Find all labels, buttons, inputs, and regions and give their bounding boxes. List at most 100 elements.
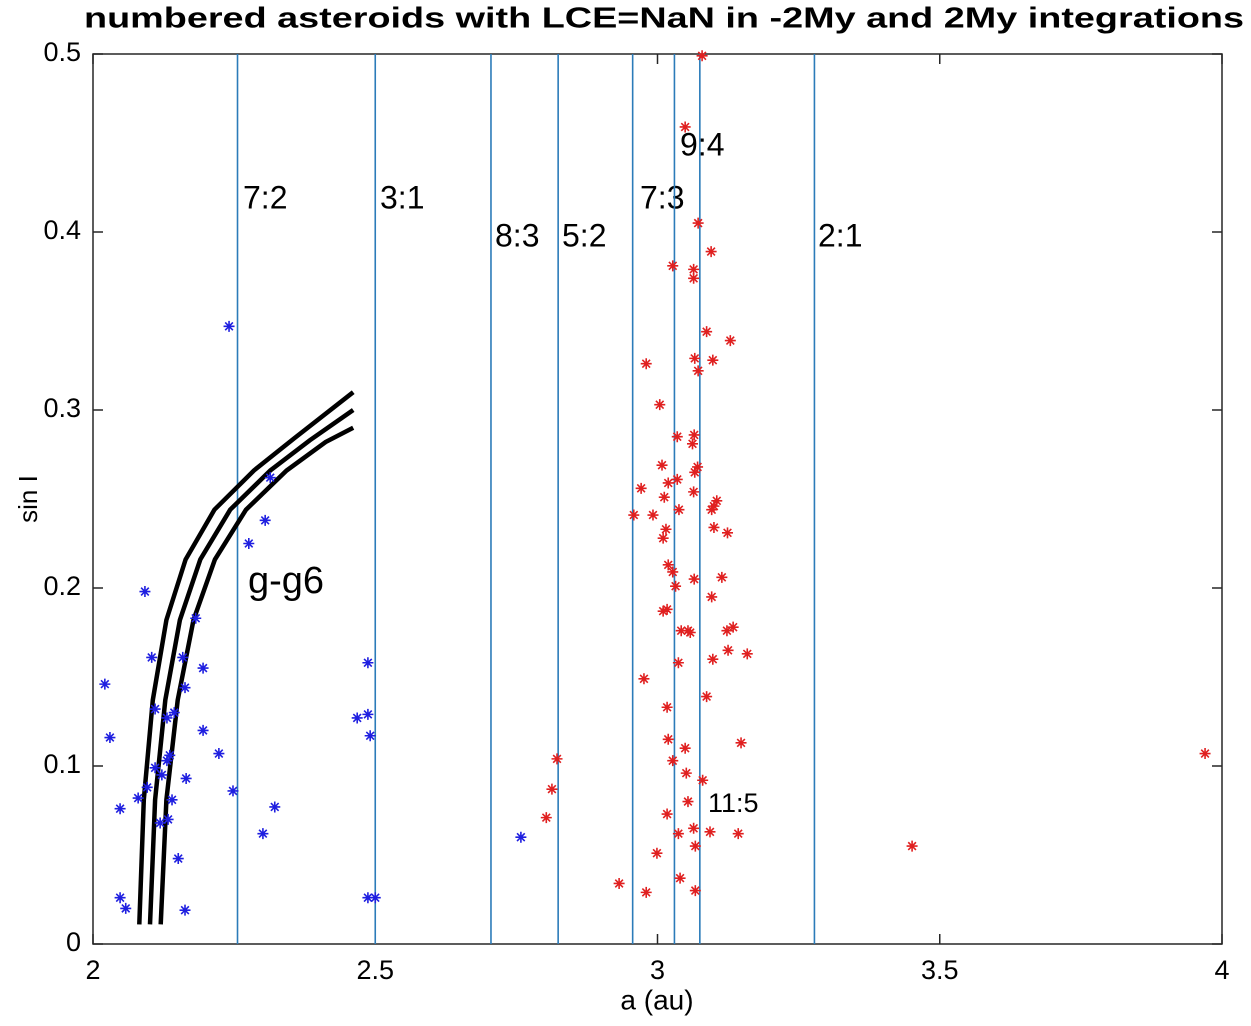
resonance-label: 9:4 (680, 126, 724, 162)
asteroid-point (351, 712, 363, 724)
asteroid-point (114, 803, 126, 815)
asteroid-point (701, 326, 713, 338)
asteroid-point (724, 335, 736, 347)
asteroid-point (264, 472, 276, 484)
asteroid-point (658, 491, 670, 503)
secular-curve (158, 425, 355, 925)
asteroid-point (672, 828, 684, 840)
asteroid-point (162, 813, 174, 825)
asteroid-point (732, 828, 744, 840)
chart-title: numbered asteroids with LCE=NaN in -2My … (84, 3, 1244, 35)
asteroid-point (172, 853, 184, 865)
asteroid-point (243, 538, 255, 549)
asteroid-point (651, 847, 663, 859)
resonance-label: 11:5 (708, 788, 759, 818)
asteroid-point (364, 730, 376, 742)
asteroid-point (716, 571, 728, 583)
x-axis-label: a (au) (620, 984, 693, 1015)
asteroid-point (721, 527, 733, 539)
asteroid-point (362, 892, 374, 904)
asteroid-point (667, 260, 679, 272)
y-tick-label: 0.3 (43, 393, 81, 423)
asteroid-point (662, 559, 674, 571)
asteroid-point (701, 691, 713, 703)
secular-curve (137, 390, 355, 925)
resonance-label: 7:3 (640, 179, 684, 215)
asteroid-point (640, 358, 652, 370)
asteroid-point (688, 486, 700, 498)
asteroid-point (168, 707, 180, 719)
resonance-label: 8:3 (495, 217, 539, 253)
asteroid-point (667, 755, 679, 767)
asteroid-point (672, 657, 684, 669)
asteroid-point (689, 352, 701, 364)
x-tick-label: 2 (85, 955, 100, 985)
asteroid-point (269, 801, 281, 813)
asteroid-point (551, 753, 563, 765)
asteroid-point (692, 365, 704, 377)
asteroid-point (257, 828, 269, 840)
y-axis-label: sin I (13, 475, 43, 523)
asteroid-point (369, 892, 381, 904)
y-tick-label: 0.4 (43, 215, 81, 245)
asteroid-point (688, 272, 700, 284)
asteroid-point (679, 121, 691, 133)
asteroid-point (686, 438, 698, 450)
asteroid-point (132, 792, 144, 804)
x-tick-label: 4 (1214, 955, 1229, 985)
asteroid-point (635, 482, 647, 494)
asteroid-point (114, 892, 126, 904)
y-tick-label: 0.1 (43, 749, 81, 779)
asteroid-point (689, 885, 701, 897)
asteroid-point (662, 733, 674, 745)
asteroid-point (708, 521, 720, 533)
asteroid-point (722, 644, 734, 656)
asteroid-point (546, 783, 558, 795)
asteroid-point (657, 605, 669, 617)
secular-curve (147, 408, 355, 925)
asteroid-point (166, 794, 178, 806)
asteroid-point (661, 701, 673, 713)
asteroid-point (149, 703, 161, 715)
asteroid-point (689, 840, 701, 852)
asteroid-point (213, 748, 225, 760)
x-tick-label: 2.5 (356, 955, 394, 985)
asteroid-point (197, 724, 209, 736)
asteroid-point (647, 509, 659, 521)
asteroid-point (704, 826, 716, 838)
asteroid-point (688, 822, 700, 834)
y-tick-label: 0.2 (43, 571, 81, 601)
asteroid-point (179, 904, 191, 916)
asteroid-point (227, 785, 239, 797)
asteroid-point (706, 591, 718, 603)
asteroid-point (727, 621, 739, 633)
asteroid-point (656, 459, 668, 471)
asteroid-point (164, 749, 176, 761)
asteroid-point (707, 653, 719, 665)
x-tick-label: 3 (650, 955, 665, 985)
asteroid-point (680, 767, 692, 779)
asteroid-point (540, 812, 552, 824)
resonance-label: 2:1 (818, 217, 862, 253)
asteroid-point (721, 625, 733, 637)
asteroid-point (99, 678, 111, 690)
asteroid-point (259, 514, 271, 526)
asteroid-point (161, 712, 173, 724)
asteroid-point (180, 772, 192, 784)
asteroid-point (190, 612, 202, 624)
y-tick-label: 0 (66, 927, 81, 957)
asteroid-point (711, 495, 723, 507)
asteroid-point (671, 473, 683, 485)
asteroid-point (362, 708, 374, 720)
asteroid-point (156, 769, 168, 781)
asteroid-point (692, 217, 704, 229)
asteroid-point (741, 648, 753, 660)
asteroid-point (679, 742, 691, 754)
asteroid-point (515, 831, 527, 843)
asteroid-point (705, 246, 717, 258)
asteroid-point (696, 50, 708, 62)
asteroid-point (161, 755, 173, 767)
asteroid-point (706, 504, 718, 516)
